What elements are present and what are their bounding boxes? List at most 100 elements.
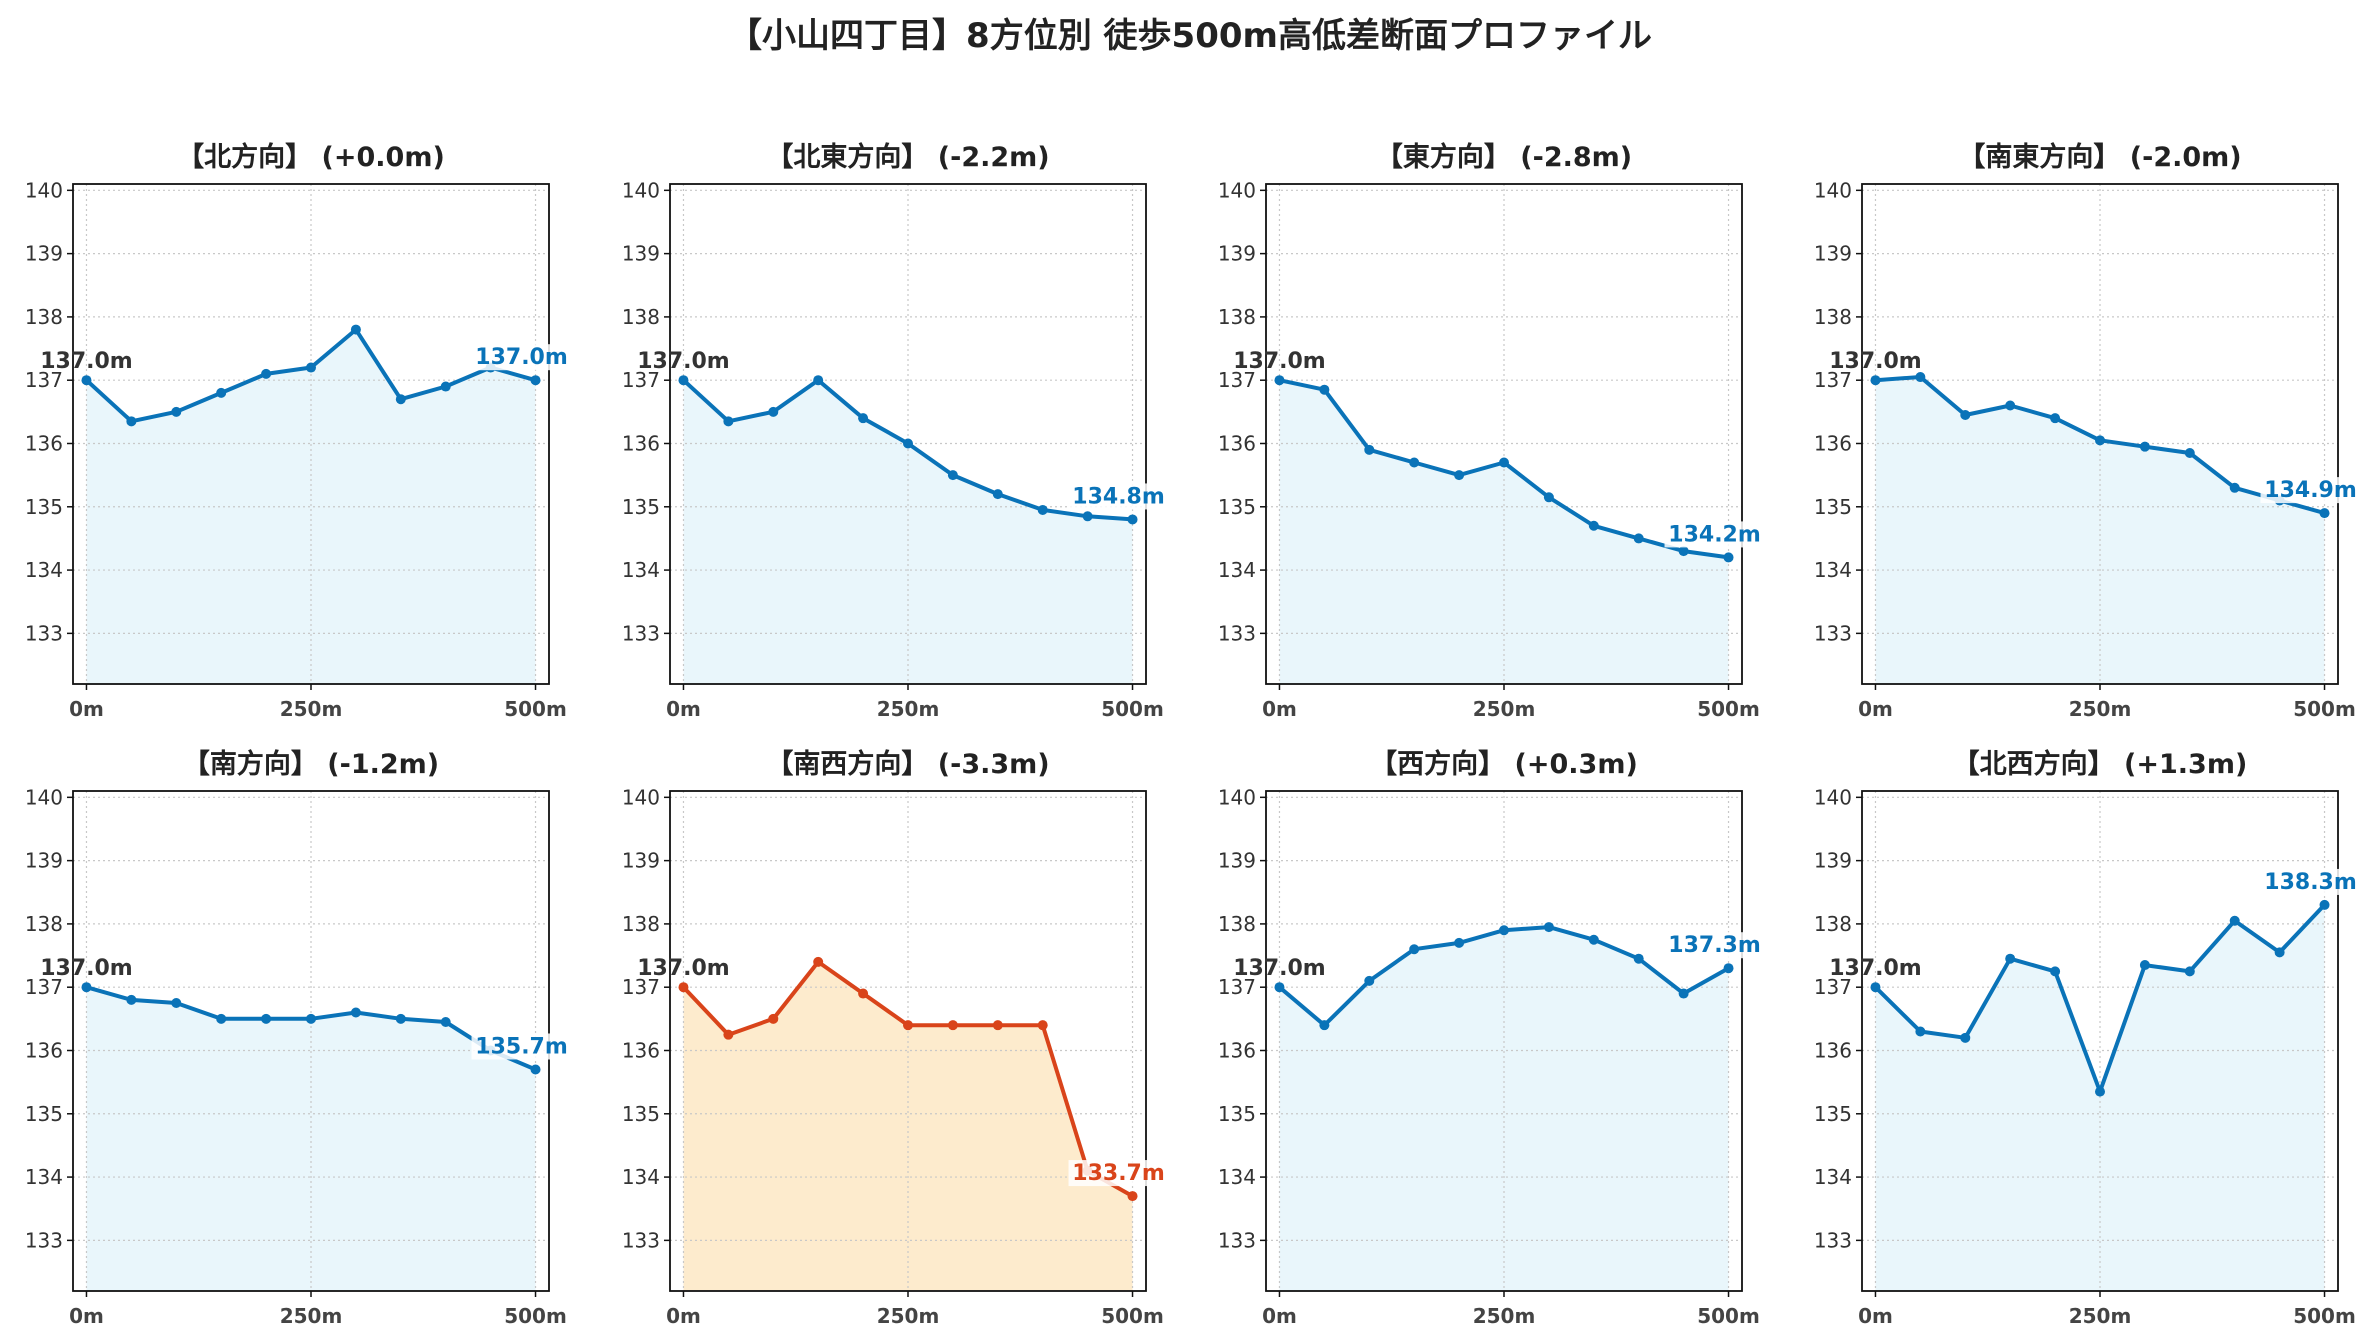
data-point bbox=[858, 413, 869, 424]
y-tick-label: 139 bbox=[622, 849, 660, 873]
y-tick-label: 138 bbox=[1814, 912, 1852, 936]
y-tick-label: 135 bbox=[25, 1102, 63, 1126]
y-tick-label: 133 bbox=[1218, 621, 1256, 645]
data-point bbox=[2005, 400, 2016, 411]
data-point bbox=[216, 1013, 227, 1024]
y-tick-label: 139 bbox=[1814, 242, 1852, 266]
start-value-label: 137.0m bbox=[1829, 956, 1922, 981]
y-tick-label: 134 bbox=[25, 558, 63, 582]
end-value-label: 134.2m bbox=[1668, 522, 1761, 547]
data-point bbox=[216, 387, 227, 398]
data-point bbox=[1037, 1020, 1048, 1031]
y-tick-label: 133 bbox=[1218, 1228, 1256, 1252]
data-point bbox=[1274, 375, 1285, 386]
start-value-label: 137.0m bbox=[1233, 349, 1326, 374]
y-tick-label: 139 bbox=[25, 849, 63, 873]
y-tick-label: 137 bbox=[1218, 368, 1256, 392]
y-tick-label: 133 bbox=[622, 1228, 660, 1252]
x-tick-label: 0m bbox=[1262, 697, 1297, 721]
data-point bbox=[2050, 413, 2061, 424]
x-tick-label: 500m bbox=[1697, 697, 1760, 721]
end-label-bg bbox=[1068, 483, 1169, 510]
end-label-bg bbox=[471, 344, 572, 371]
y-tick-label: 140 bbox=[622, 178, 660, 202]
end-label-bg bbox=[471, 1033, 572, 1060]
data-point bbox=[81, 375, 92, 386]
x-tick-label: 0m bbox=[69, 697, 104, 721]
data-point bbox=[171, 998, 182, 1009]
data-point bbox=[1960, 410, 1971, 421]
y-tick-label: 137 bbox=[1814, 368, 1852, 392]
data-point bbox=[1127, 514, 1138, 525]
data-point bbox=[2229, 482, 2240, 493]
data-point bbox=[903, 438, 913, 449]
y-tick-label: 138 bbox=[622, 305, 660, 329]
data-point bbox=[2050, 966, 2061, 977]
x-tick-label: 250m bbox=[2069, 1304, 2132, 1328]
panel-title: 【西方向】 (+0.3m) bbox=[1370, 748, 1638, 780]
data-point bbox=[1364, 444, 1375, 455]
y-tick-label: 135 bbox=[1814, 1102, 1852, 1126]
data-point bbox=[1678, 988, 1689, 999]
y-tick-label: 140 bbox=[1814, 178, 1852, 202]
panel-title: 【東方向】 (-2.8m) bbox=[1376, 141, 1632, 173]
data-point bbox=[2184, 966, 2195, 977]
x-tick-label: 500m bbox=[1101, 1304, 1164, 1328]
area-fill bbox=[86, 329, 536, 684]
data-point bbox=[171, 406, 182, 417]
data-point bbox=[1915, 1026, 1926, 1037]
y-tick-label: 135 bbox=[1218, 495, 1256, 519]
data-point bbox=[2274, 947, 2285, 958]
data-point bbox=[261, 1013, 272, 1024]
data-point bbox=[350, 324, 361, 335]
panel-2: 【東方向】 (-2.8m) 133 134 135 136 137 138 139 140 0m 2… bbox=[1218, 141, 1765, 721]
data-point bbox=[947, 470, 958, 481]
panel-title: 【北東方向】 (-2.2m) bbox=[766, 141, 1049, 173]
y-tick-label: 140 bbox=[25, 785, 63, 809]
data-point bbox=[261, 368, 272, 379]
data-point bbox=[1960, 1032, 1971, 1043]
data-point bbox=[306, 362, 316, 373]
data-point bbox=[1870, 375, 1881, 386]
x-tick-label: 250m bbox=[280, 697, 343, 721]
y-tick-label: 134 bbox=[25, 1165, 63, 1189]
end-value-label: 138.3m bbox=[2264, 870, 2357, 895]
panel-title: 【南西方向】 (-3.3m) bbox=[766, 748, 1049, 780]
y-tick-label: 134 bbox=[1218, 558, 1256, 582]
x-tick-label: 0m bbox=[1858, 1304, 1893, 1328]
panel-title: 【南東方向】 (-2.0m) bbox=[1958, 141, 2241, 173]
end-label-bg bbox=[2260, 868, 2361, 895]
y-tick-label: 134 bbox=[622, 558, 660, 582]
data-point bbox=[1409, 457, 1420, 468]
x-tick-label: 250m bbox=[1473, 697, 1536, 721]
data-point bbox=[723, 416, 734, 427]
y-tick-label: 137 bbox=[25, 368, 63, 392]
y-tick-label: 138 bbox=[25, 912, 63, 936]
data-point bbox=[1037, 504, 1048, 515]
y-tick-label: 134 bbox=[1814, 558, 1852, 582]
panel-title: 【北西方向】 (+1.3m) bbox=[1953, 748, 2248, 780]
data-point bbox=[768, 1013, 779, 1024]
data-point bbox=[1543, 492, 1554, 503]
data-point bbox=[2005, 953, 2016, 964]
end-value-label: 135.7m bbox=[475, 1034, 568, 1059]
end-label-bg bbox=[2260, 477, 2361, 504]
data-point bbox=[992, 1020, 1003, 1031]
y-tick-label: 133 bbox=[1814, 1228, 1852, 1252]
y-tick-label: 134 bbox=[1218, 1165, 1256, 1189]
y-tick-label: 140 bbox=[1218, 178, 1256, 202]
y-tick-label: 134 bbox=[1814, 1165, 1852, 1189]
x-tick-label: 500m bbox=[2293, 697, 2356, 721]
panel-1: 【北東方向】 (-2.2m) 133 134 135 136 137 138 139 140 0m… bbox=[622, 141, 1169, 721]
x-tick-label: 500m bbox=[504, 697, 567, 721]
data-point bbox=[126, 994, 137, 1005]
y-tick-label: 138 bbox=[25, 305, 63, 329]
data-point bbox=[1082, 511, 1093, 522]
y-tick-label: 140 bbox=[622, 785, 660, 809]
data-point bbox=[858, 988, 869, 999]
data-point bbox=[1870, 982, 1881, 993]
y-tick-label: 139 bbox=[1218, 242, 1256, 266]
panel-7: 【北西方向】 (+1.3m) 133 134 135 136 137 138 139 140 0m… bbox=[1814, 748, 2361, 1328]
y-tick-label: 137 bbox=[1814, 975, 1852, 999]
y-tick-label: 133 bbox=[622, 621, 660, 645]
